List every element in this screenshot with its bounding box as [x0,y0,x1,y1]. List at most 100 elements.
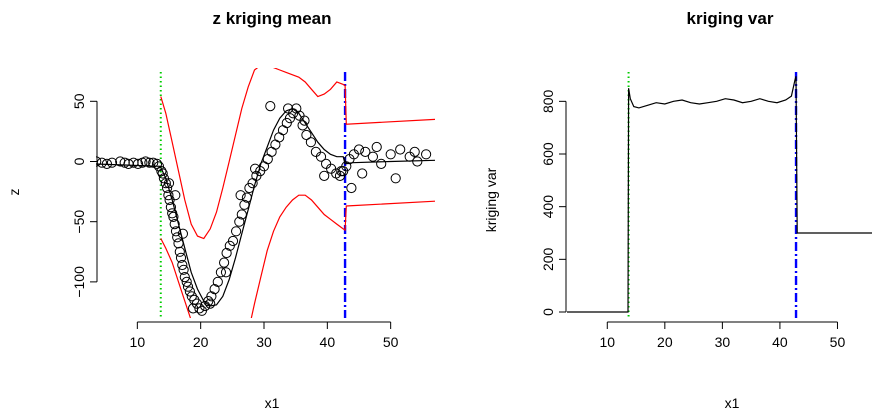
data-point [250,163,261,174]
data-point [188,303,199,314]
left-x-tick-label: 20 [193,334,209,350]
data-point [219,257,230,268]
data-point [421,149,432,160]
data-point [367,151,378,162]
data-point [206,291,217,302]
data-point [265,101,276,112]
mean-line [96,107,435,307]
variance-line [567,76,872,313]
data-point [301,129,312,141]
data-point [157,168,168,179]
data-point [182,281,194,292]
data-point [168,211,179,222]
data-point [170,226,182,237]
data-point [236,209,247,220]
data-point [294,110,305,121]
data-point [241,192,252,203]
data-point [174,246,185,257]
data-point [156,166,167,177]
data-point [169,219,180,230]
data-point [205,298,216,309]
left-x-tick-label: 10 [130,334,146,350]
panel-kriging-var: kriging var x1 kriging var 10 20 30 40 50 0 20… [483,9,872,411]
right-y-tick-label: 400 [540,195,556,219]
plot-area-right: 10 20 30 40 50 0 200 400 600 800 [540,72,872,350]
left-x-tick-label: 30 [256,334,272,350]
data-point [390,173,401,184]
data-point [162,182,173,194]
data-point [165,202,176,213]
data-point [270,139,281,150]
data-point [170,190,181,201]
upper-band-line [160,68,435,240]
data-point [186,291,197,302]
data-point [357,168,368,179]
data-point [189,294,200,305]
data-point [160,178,171,189]
right-x-tick-label: 20 [657,334,673,350]
right-x-tick-label: 10 [599,334,615,350]
data-point [283,103,294,114]
data-point [177,259,188,271]
data-point [315,151,327,162]
data-point [179,272,190,283]
data-point [184,286,195,297]
data-point [310,146,321,157]
right-x-tick-label: 50 [830,334,846,350]
panel-kriging-mean: z kriging mean x1 z 10 20 30 40 50 −100 −50 0 50 [6,9,435,411]
data-point [376,158,387,169]
data-point [291,103,302,114]
data-point [231,226,242,237]
data-point [173,238,184,249]
data-point [96,157,108,168]
data-point [215,267,226,278]
y-axis-label-right: kriging var [483,167,499,232]
data-point [212,276,223,287]
data-point [175,252,187,263]
data-point [220,267,232,278]
data-point [385,149,396,160]
data-point [106,157,118,168]
data-point [144,157,155,168]
data-point [274,132,285,143]
data-point [353,144,365,155]
plot-area-left: 10 20 30 40 50 −100 −50 0 50 [71,68,435,350]
left-x-tick-label: 40 [320,334,336,350]
left-x-tick-label: 50 [383,334,399,350]
y-axis-label-left: z [6,189,22,196]
data-point [284,113,296,124]
left-y-tick-label: 0 [71,157,87,165]
right-x-tick-label: 40 [772,334,788,350]
right-clip-group [567,72,872,318]
left-y-tick-label: −100 [71,266,87,298]
data-point [209,284,220,295]
data-point [360,146,371,157]
data-point [221,247,232,259]
data-point [262,154,273,165]
data-point [163,178,175,189]
right-y-tick-label: 0 [540,308,556,316]
x-axis-label-right: x1 [725,395,740,411]
data-point [194,303,205,314]
data-point [412,156,423,167]
left-y-tick-label: 50 [71,93,87,109]
data-point [277,125,289,136]
data-point [178,264,189,275]
data-point [409,146,420,157]
data-point [319,170,330,181]
data-point [321,158,332,169]
x-axis-label-left: x1 [265,395,280,411]
data-point [395,144,406,155]
data-point [177,228,188,239]
data-point [96,156,102,167]
data-point [326,163,337,174]
data-point [181,276,192,287]
data-point [239,199,250,210]
data-point [163,190,174,201]
right-y-tick-label: 800 [540,89,556,113]
chart-title-kriging-mean: z kriging mean [212,9,331,28]
data-point [101,158,113,169]
data-point [305,137,316,148]
data-point [234,216,245,227]
right-y-tick-label: 600 [540,142,556,166]
